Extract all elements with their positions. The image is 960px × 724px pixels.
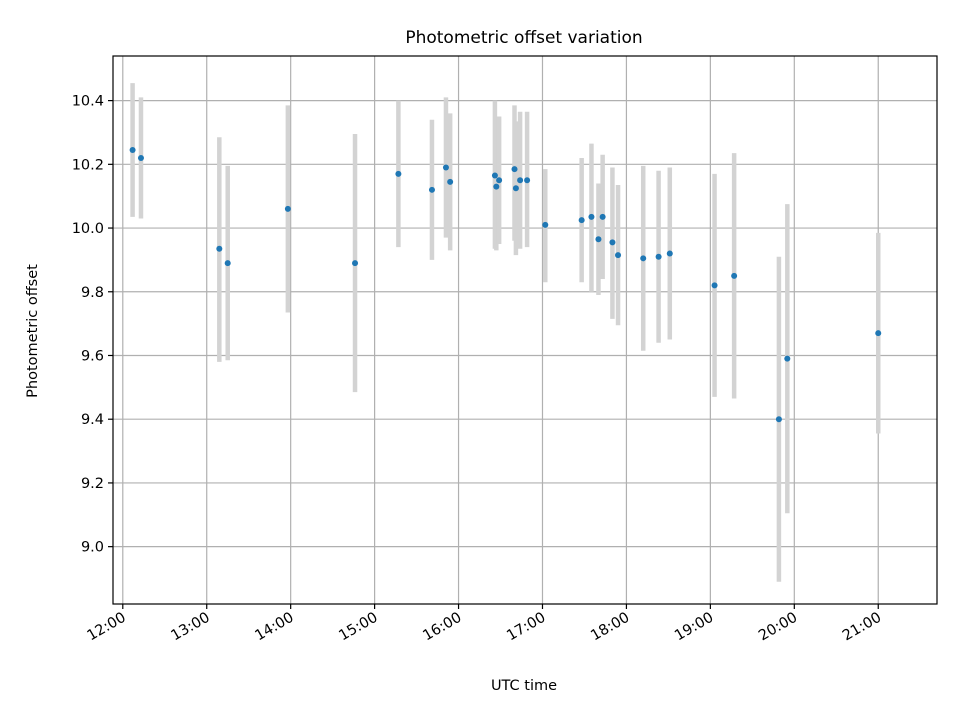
y-tick-label: 9.0 (81, 540, 104, 556)
y-tick-label: 10.0 (72, 221, 104, 237)
data-point (609, 239, 616, 246)
data-point (655, 253, 662, 260)
data-point (447, 178, 454, 185)
y-tick-label: 9.6 (81, 348, 104, 364)
y-tick-label: 10.2 (72, 157, 104, 173)
data-point (442, 164, 449, 171)
data-point (493, 183, 500, 190)
data-point (137, 154, 144, 161)
data-point (517, 177, 524, 184)
data-point (395, 170, 402, 177)
y-tick-label: 9.2 (81, 476, 104, 492)
data-point (284, 205, 291, 212)
data-point (352, 260, 359, 267)
data-point (578, 217, 585, 224)
data-point (428, 186, 435, 193)
data-point (784, 355, 791, 362)
data-point (615, 252, 622, 259)
data-point (512, 185, 519, 192)
data-point (666, 250, 673, 257)
data-point (775, 416, 782, 423)
data-point (875, 330, 882, 337)
point-layer (129, 146, 882, 423)
y-tick-label: 9.4 (81, 412, 104, 428)
plot-frame (112, 55, 938, 605)
x-axis-label: UTC time (491, 678, 557, 694)
data-point (511, 166, 518, 173)
data-point (542, 221, 549, 228)
data-point (599, 213, 606, 220)
data-point (731, 272, 738, 279)
data-point (496, 177, 503, 184)
data-point (491, 172, 498, 179)
data-point (640, 255, 647, 262)
data-point (711, 282, 718, 289)
y-axis-label: Photometric offset (25, 264, 41, 398)
data-point (216, 245, 223, 252)
data-point (595, 236, 602, 243)
y-tick-label: 10.4 (72, 94, 104, 110)
data-point (588, 213, 595, 220)
data-point (129, 146, 136, 153)
chart-title: Photometric offset variation (405, 28, 642, 48)
data-point (524, 177, 531, 184)
data-point (224, 260, 231, 267)
y-tick-label: 9.8 (81, 285, 104, 301)
